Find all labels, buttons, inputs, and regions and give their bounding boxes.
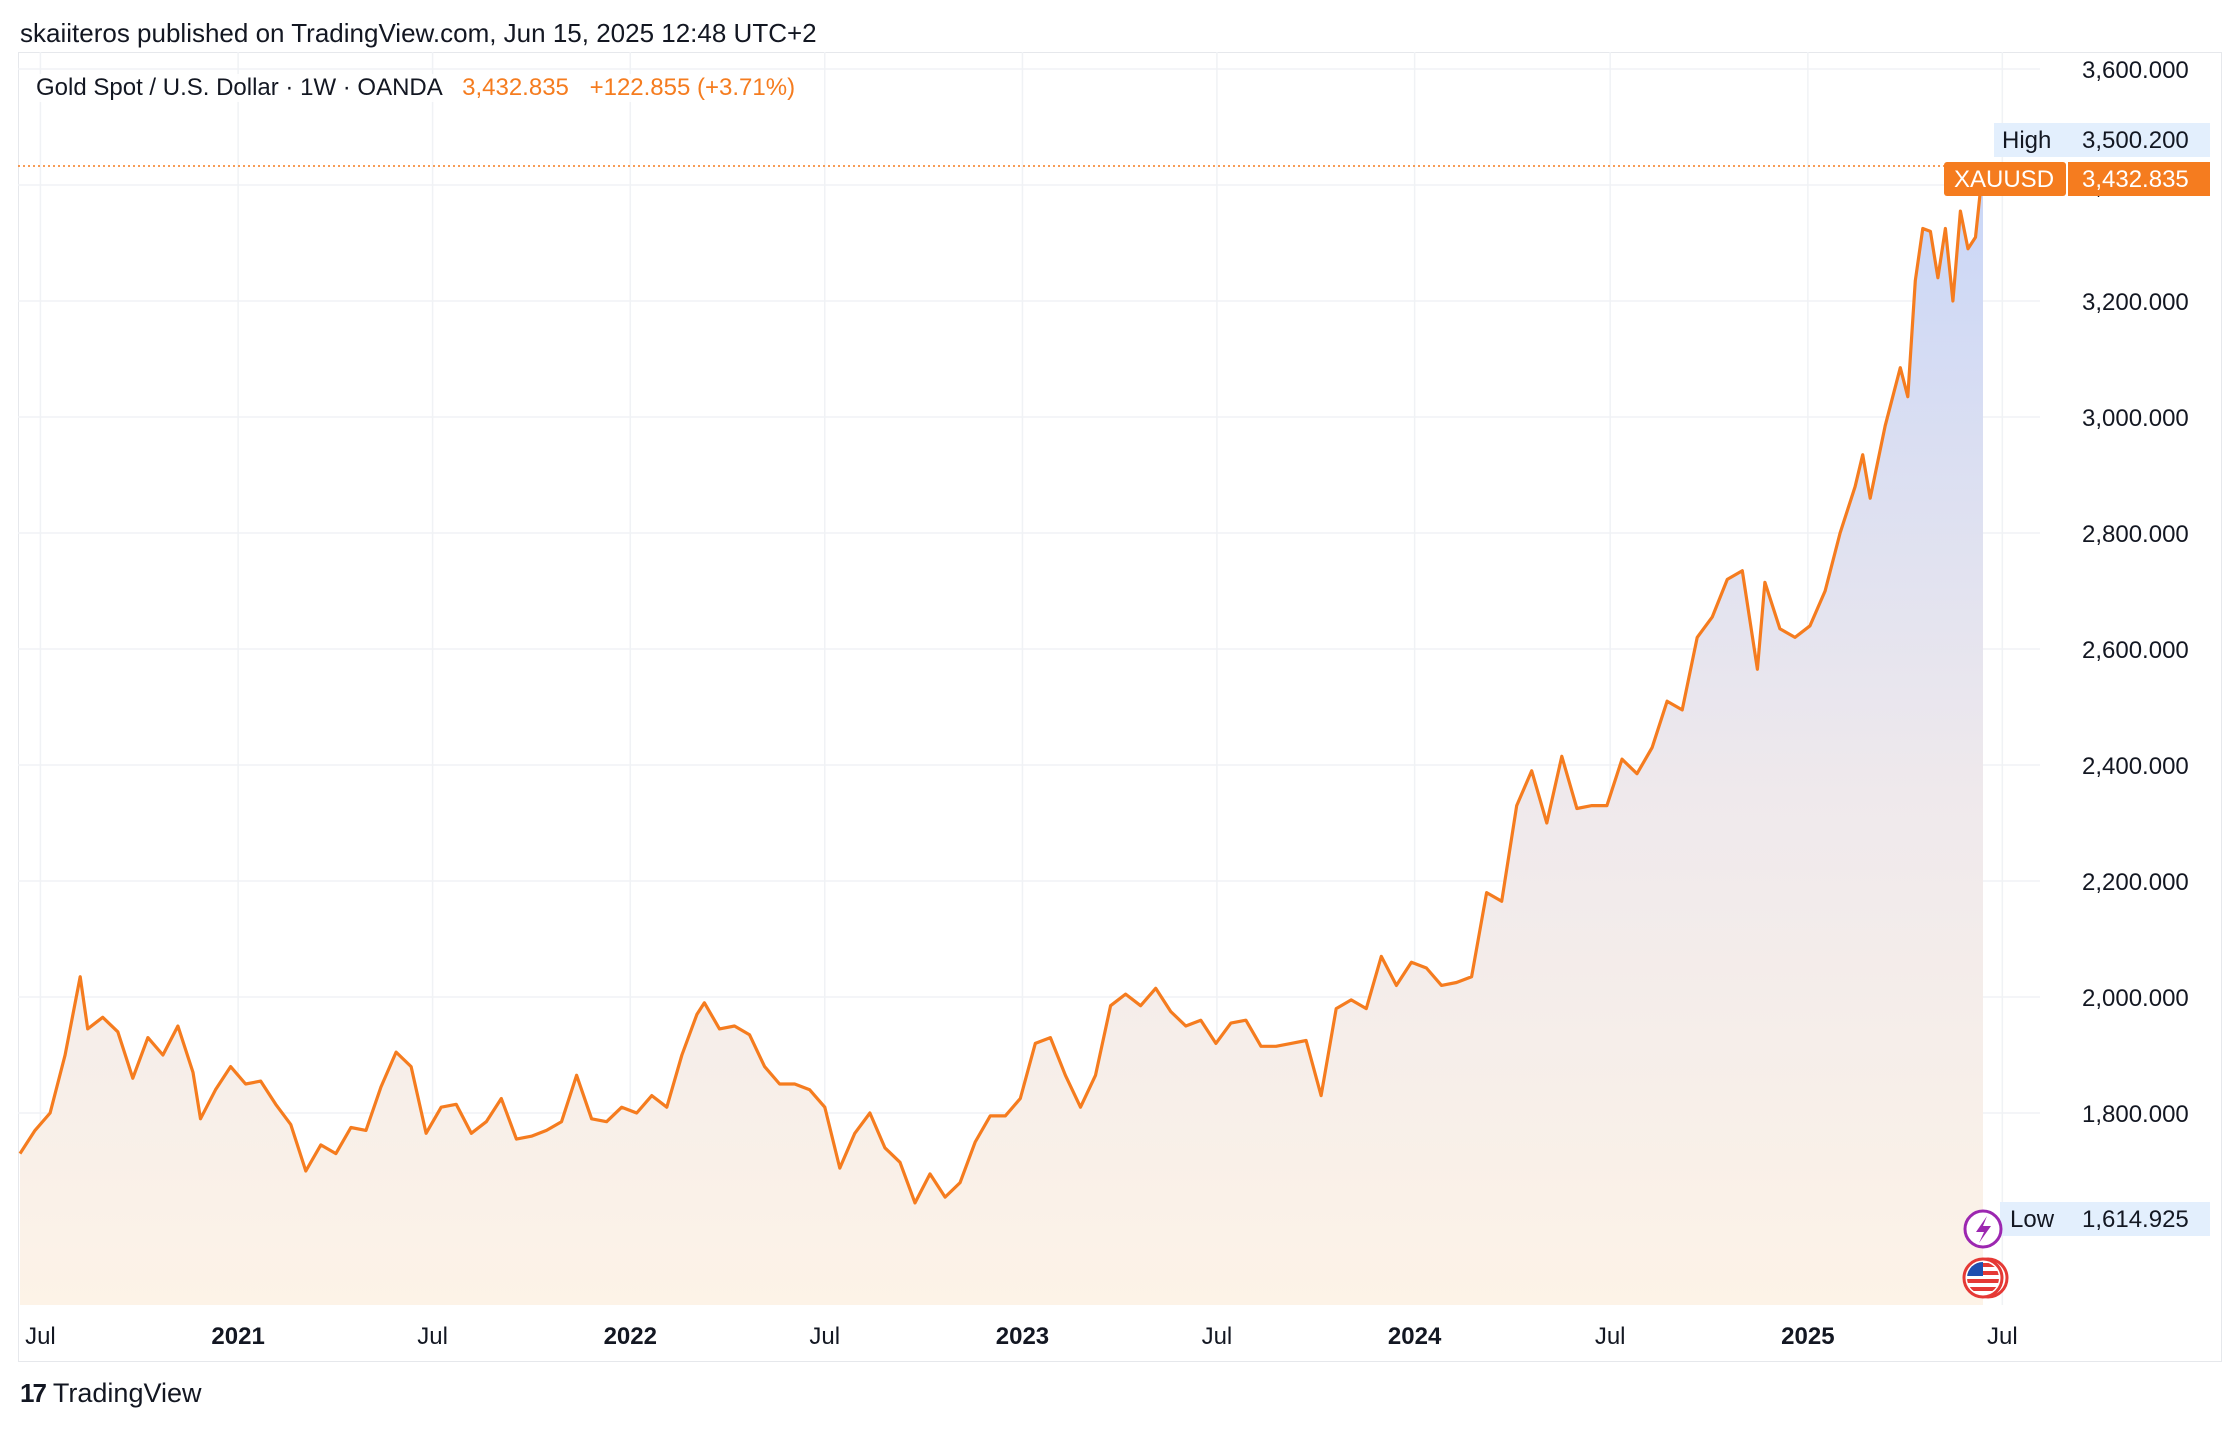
y-tick-label: 2,200.000 <box>2082 869 2189 896</box>
y-tick-label: 2,800.000 <box>2082 521 2189 548</box>
tradingview-logo-icon: 17 <box>20 1378 47 1408</box>
high-price-tag: High 3,500.200 <box>1994 123 2210 157</box>
y-tick-label: 3,200.000 <box>2082 289 2189 316</box>
legend-symbol: Gold Spot / U.S. Dollar · 1W · OANDA <box>36 74 442 101</box>
x-tick-label: Jul <box>1595 1323 1626 1350</box>
y-tick-label: 2,400.000 <box>2082 753 2189 780</box>
ticker-tag-label: XAUUSD <box>1954 166 2054 193</box>
y-tick-label: 2,000.000 <box>2082 985 2189 1012</box>
x-tick-label: 2024 <box>1388 1323 1442 1350</box>
y-tick-label: 3,600.000 <box>2082 57 2189 84</box>
legend-change: +122.855 (+3.71%) <box>589 74 796 101</box>
x-tick-label: Jul <box>1987 1323 2018 1350</box>
chart-legend[interactable]: Gold Spot / U.S. Dollar · 1W · OANDA 3,4… <box>36 74 796 102</box>
y-tick-label: 3,000.000 <box>2082 405 2189 432</box>
x-tick-label: Jul <box>417 1323 448 1350</box>
low-tag-label: Low <box>2010 1206 2055 1233</box>
price-area-fill <box>20 166 1983 1305</box>
y-axis: 3,600.0003,400.0003,200.0003,000.0002,80… <box>2082 57 2189 1128</box>
tradingview-branding[interactable]: 17 TradingView <box>20 1378 202 1409</box>
ticker-tag-value: 3,432.835 <box>2082 166 2189 193</box>
x-tick-label: Jul <box>809 1323 840 1350</box>
low-price-tag: Low 1,614.925 <box>2000 1202 2210 1236</box>
publisher-line: skaiiteros published on TradingView.com,… <box>20 18 817 48</box>
x-tick-label: 2022 <box>604 1323 657 1350</box>
tradingview-name: TradingView <box>52 1378 202 1408</box>
x-axis: Jul 2021 Jul 2022 Jul 2023 Jul 2024 Jul 2025 Jul <box>25 1323 2018 1350</box>
lightning-event-icon[interactable] <box>1963 1209 2003 1249</box>
legend-last-price: 3,432.835 <box>462 74 569 101</box>
low-tag-value: 1,614.925 <box>2082 1206 2189 1233</box>
high-tag-value: 3,500.200 <box>2082 127 2189 154</box>
x-tick-label: 2023 <box>996 1323 1049 1350</box>
x-tick-label: Jul <box>25 1323 56 1350</box>
last-price-tag[interactable]: XAUUSD 3,432.835 <box>1944 162 2210 196</box>
x-tick-label: 2021 <box>211 1323 264 1350</box>
y-tick-label: 2,600.000 <box>2082 637 2189 664</box>
x-tick-label: Jul <box>1202 1323 1233 1350</box>
price-line <box>18 165 1985 1205</box>
y-tick-label: 1,800.000 <box>2082 1101 2189 1128</box>
high-tag-label: High <box>2002 127 2051 154</box>
us-flag-icon[interactable] <box>1962 1257 2009 1299</box>
chart-frame <box>18 52 2222 1362</box>
x-tick-label: 2025 <box>1781 1323 1834 1350</box>
